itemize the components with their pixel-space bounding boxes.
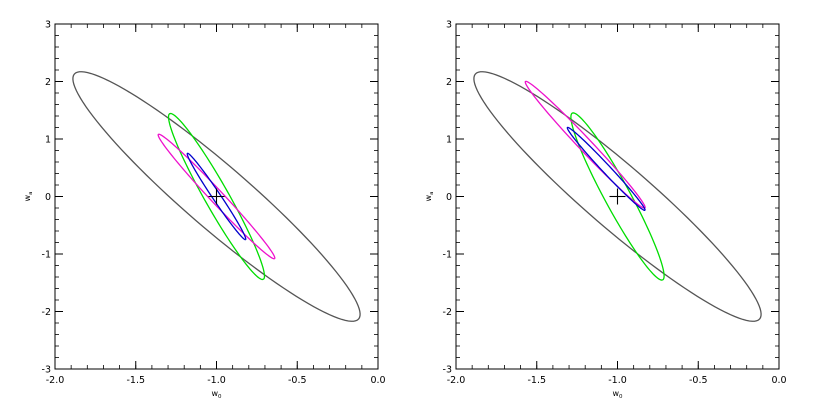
x-tick-label: -1.0 (608, 375, 627, 386)
y-axis-label: wa (23, 192, 34, 202)
contour-ellipse (167, 112, 266, 281)
contour-ellipse (186, 152, 247, 241)
y-tick-label: -2 (42, 307, 51, 318)
x-tick-label: 0.0 (370, 375, 385, 386)
x-axis-label: w0 (612, 389, 623, 400)
x-tick-label: -1.5 (126, 375, 145, 386)
y-axis-label-main: w (23, 194, 32, 201)
x-axis-label: w0 (211, 389, 222, 400)
y-tick-label: -3 (443, 365, 452, 376)
y-tick-label: -3 (42, 365, 51, 376)
y-tick-label: 3 (446, 20, 452, 31)
y-tick-label: -1 (42, 250, 51, 261)
y-tick-label: 3 (45, 20, 51, 31)
contour-ellipse (72, 71, 361, 322)
y-tick-label: 1 (45, 135, 51, 146)
y-tick-label: 2 (45, 77, 51, 88)
y-axis-label-main: w (424, 194, 433, 201)
y-axis-label: wa (424, 192, 435, 202)
y-axis-label-sub: a (28, 192, 34, 195)
y-tick-label: 2 (446, 77, 452, 88)
y-axis-label-sub: a (429, 192, 435, 195)
x-tick-label: -2.0 (46, 375, 65, 386)
x-tick-label: 0.0 (771, 375, 786, 386)
x-axis-label-sub: 0 (218, 394, 222, 400)
y-tick-label: 0 (45, 192, 51, 203)
contour-ellipse (473, 71, 762, 322)
x-tick-label: -0.5 (689, 375, 708, 386)
x-axis-label-main: w (211, 389, 218, 398)
y-tick-label: 1 (446, 135, 452, 146)
contour-ellipse (157, 133, 276, 260)
x-tick-label: -0.5 (288, 375, 307, 386)
y-tick-label: -1 (443, 250, 452, 261)
x-tick-label: -1.0 (207, 375, 226, 386)
y-tick-label: 0 (446, 192, 452, 203)
contour-ellipse (570, 112, 665, 281)
x-tick-label: -2.0 (447, 375, 466, 386)
x-tick-label: -1.5 (527, 375, 546, 386)
x-axis-label-main: w (612, 389, 619, 398)
y-tick-label: -2 (443, 307, 452, 318)
x-axis-label-sub: 0 (619, 394, 623, 400)
contour-ellipse (566, 126, 646, 212)
